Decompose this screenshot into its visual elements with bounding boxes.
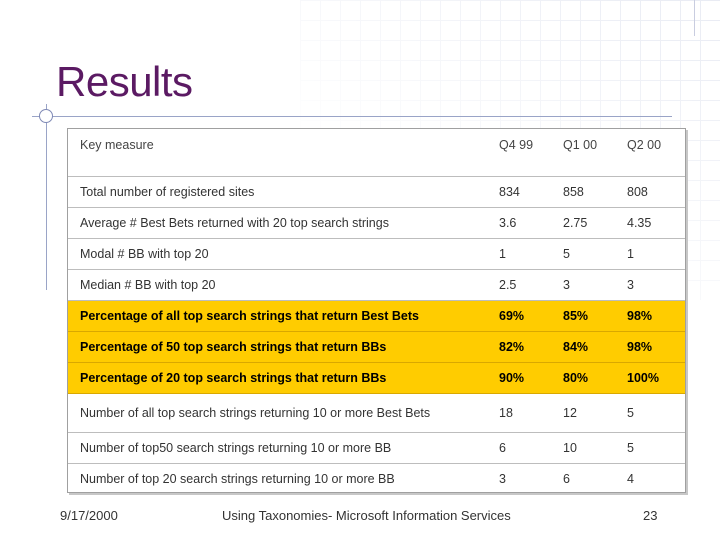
table-row: Modal # BB with top 20 1 5 1 [68, 238, 685, 270]
cell-value: 5 [553, 238, 617, 270]
table-row-highlighted: Percentage of all top search strings tha… [68, 300, 685, 332]
cell-value: 80% [553, 362, 617, 394]
row-label: Number of top50 search strings returning… [68, 432, 489, 464]
cell-value: 834 [489, 176, 553, 208]
cell-value: 1 [617, 238, 685, 270]
cell-value: 1 [489, 238, 553, 270]
table-header-row: Key measure Q4 99 Q1 00 Q2 00 [68, 129, 685, 177]
cell-value: 100% [617, 362, 685, 394]
cell-value: 98% [617, 300, 685, 332]
row-label: Percentage of all top search strings tha… [68, 300, 489, 332]
cell-value: 98% [617, 331, 685, 363]
cell-value: 808 [617, 176, 685, 208]
cell-value: 69% [489, 300, 553, 332]
cell-value: 5 [617, 432, 685, 464]
side-rule [46, 104, 47, 290]
slide-title: Results [56, 58, 193, 105]
decorative-line [694, 0, 695, 36]
header-cell-q2-00: Q2 00 [617, 129, 685, 177]
cell-value: 90% [489, 362, 553, 394]
title-rule [32, 116, 672, 117]
cell-value: 3 [499, 472, 506, 486]
footer-page-number: 23 [643, 508, 658, 523]
cell-value: 3 [553, 269, 617, 301]
cell-value: 82% [489, 331, 553, 363]
table-row-highlighted: Percentage of 50 top search strings that… [68, 331, 685, 363]
cell-value: 4.35 [617, 207, 685, 239]
cell-value: 3.6 [489, 207, 553, 239]
header-cell-q4-99: Q4 99 [489, 129, 553, 177]
cell-value: 6 [489, 432, 553, 464]
results-table-container: Key measure Q4 99 Q1 00 Q2 00 Total numb… [67, 128, 686, 493]
table-row-highlighted: Percentage of 20 top search strings that… [68, 362, 685, 394]
row-label: Average # Best Bets returned with 20 top… [68, 207, 489, 239]
table-row: Average # Best Bets returned with 20 top… [68, 207, 685, 239]
results-table: Key measure Q4 99 Q1 00 Q2 00 Total numb… [68, 129, 685, 494]
table-row: Total number of registered sites 834 858… [68, 176, 685, 208]
header-cell-q1-00: Q1 00 [553, 129, 617, 177]
row-label: Total number of registered sites [68, 176, 489, 208]
corner-circle-ornament [39, 109, 53, 123]
cell-value: 5 [617, 393, 685, 433]
cell-value: 85% [553, 300, 617, 332]
cell-value: 3 [617, 269, 685, 301]
results-table-body: Key measure Q4 99 Q1 00 Q2 00 Total numb… [68, 129, 685, 494]
cell-value: 858 [553, 176, 617, 208]
cell-value: 12 [553, 393, 617, 433]
row-label: Modal # BB with top 20 [68, 238, 489, 270]
table-row: Median # BB with top 20 2.5 3 3 [68, 269, 685, 301]
row-label: Median # BB with top 20 [68, 269, 489, 301]
table-row: Number of all top search strings returni… [68, 393, 685, 433]
cell-value: 4 [627, 472, 634, 486]
cell-value: 2.75 [553, 207, 617, 239]
cell-value: 2.5 [489, 269, 553, 301]
row-label: Percentage of 20 top search strings that… [68, 362, 489, 394]
row-label: Number of top 20 search strings returnin… [80, 472, 395, 486]
row-label: Percentage of 50 top search strings that… [68, 331, 489, 363]
table-row: Number of top50 search strings returning… [68, 432, 685, 464]
footer-date: 9/17/2000 [60, 508, 118, 523]
cell-value: 6 [563, 472, 570, 486]
footer-presentation-title: Using Taxonomies- Microsoft Information … [222, 508, 511, 523]
cell-value: 18 [489, 393, 553, 433]
cell-value: 10 [553, 432, 617, 464]
header-cell-measure: Key measure [68, 129, 489, 177]
table-row: Number of top 20 search strings returnin… [68, 464, 685, 495]
row-label: Number of all top search strings returni… [68, 393, 489, 433]
cell-value: 84% [553, 331, 617, 363]
